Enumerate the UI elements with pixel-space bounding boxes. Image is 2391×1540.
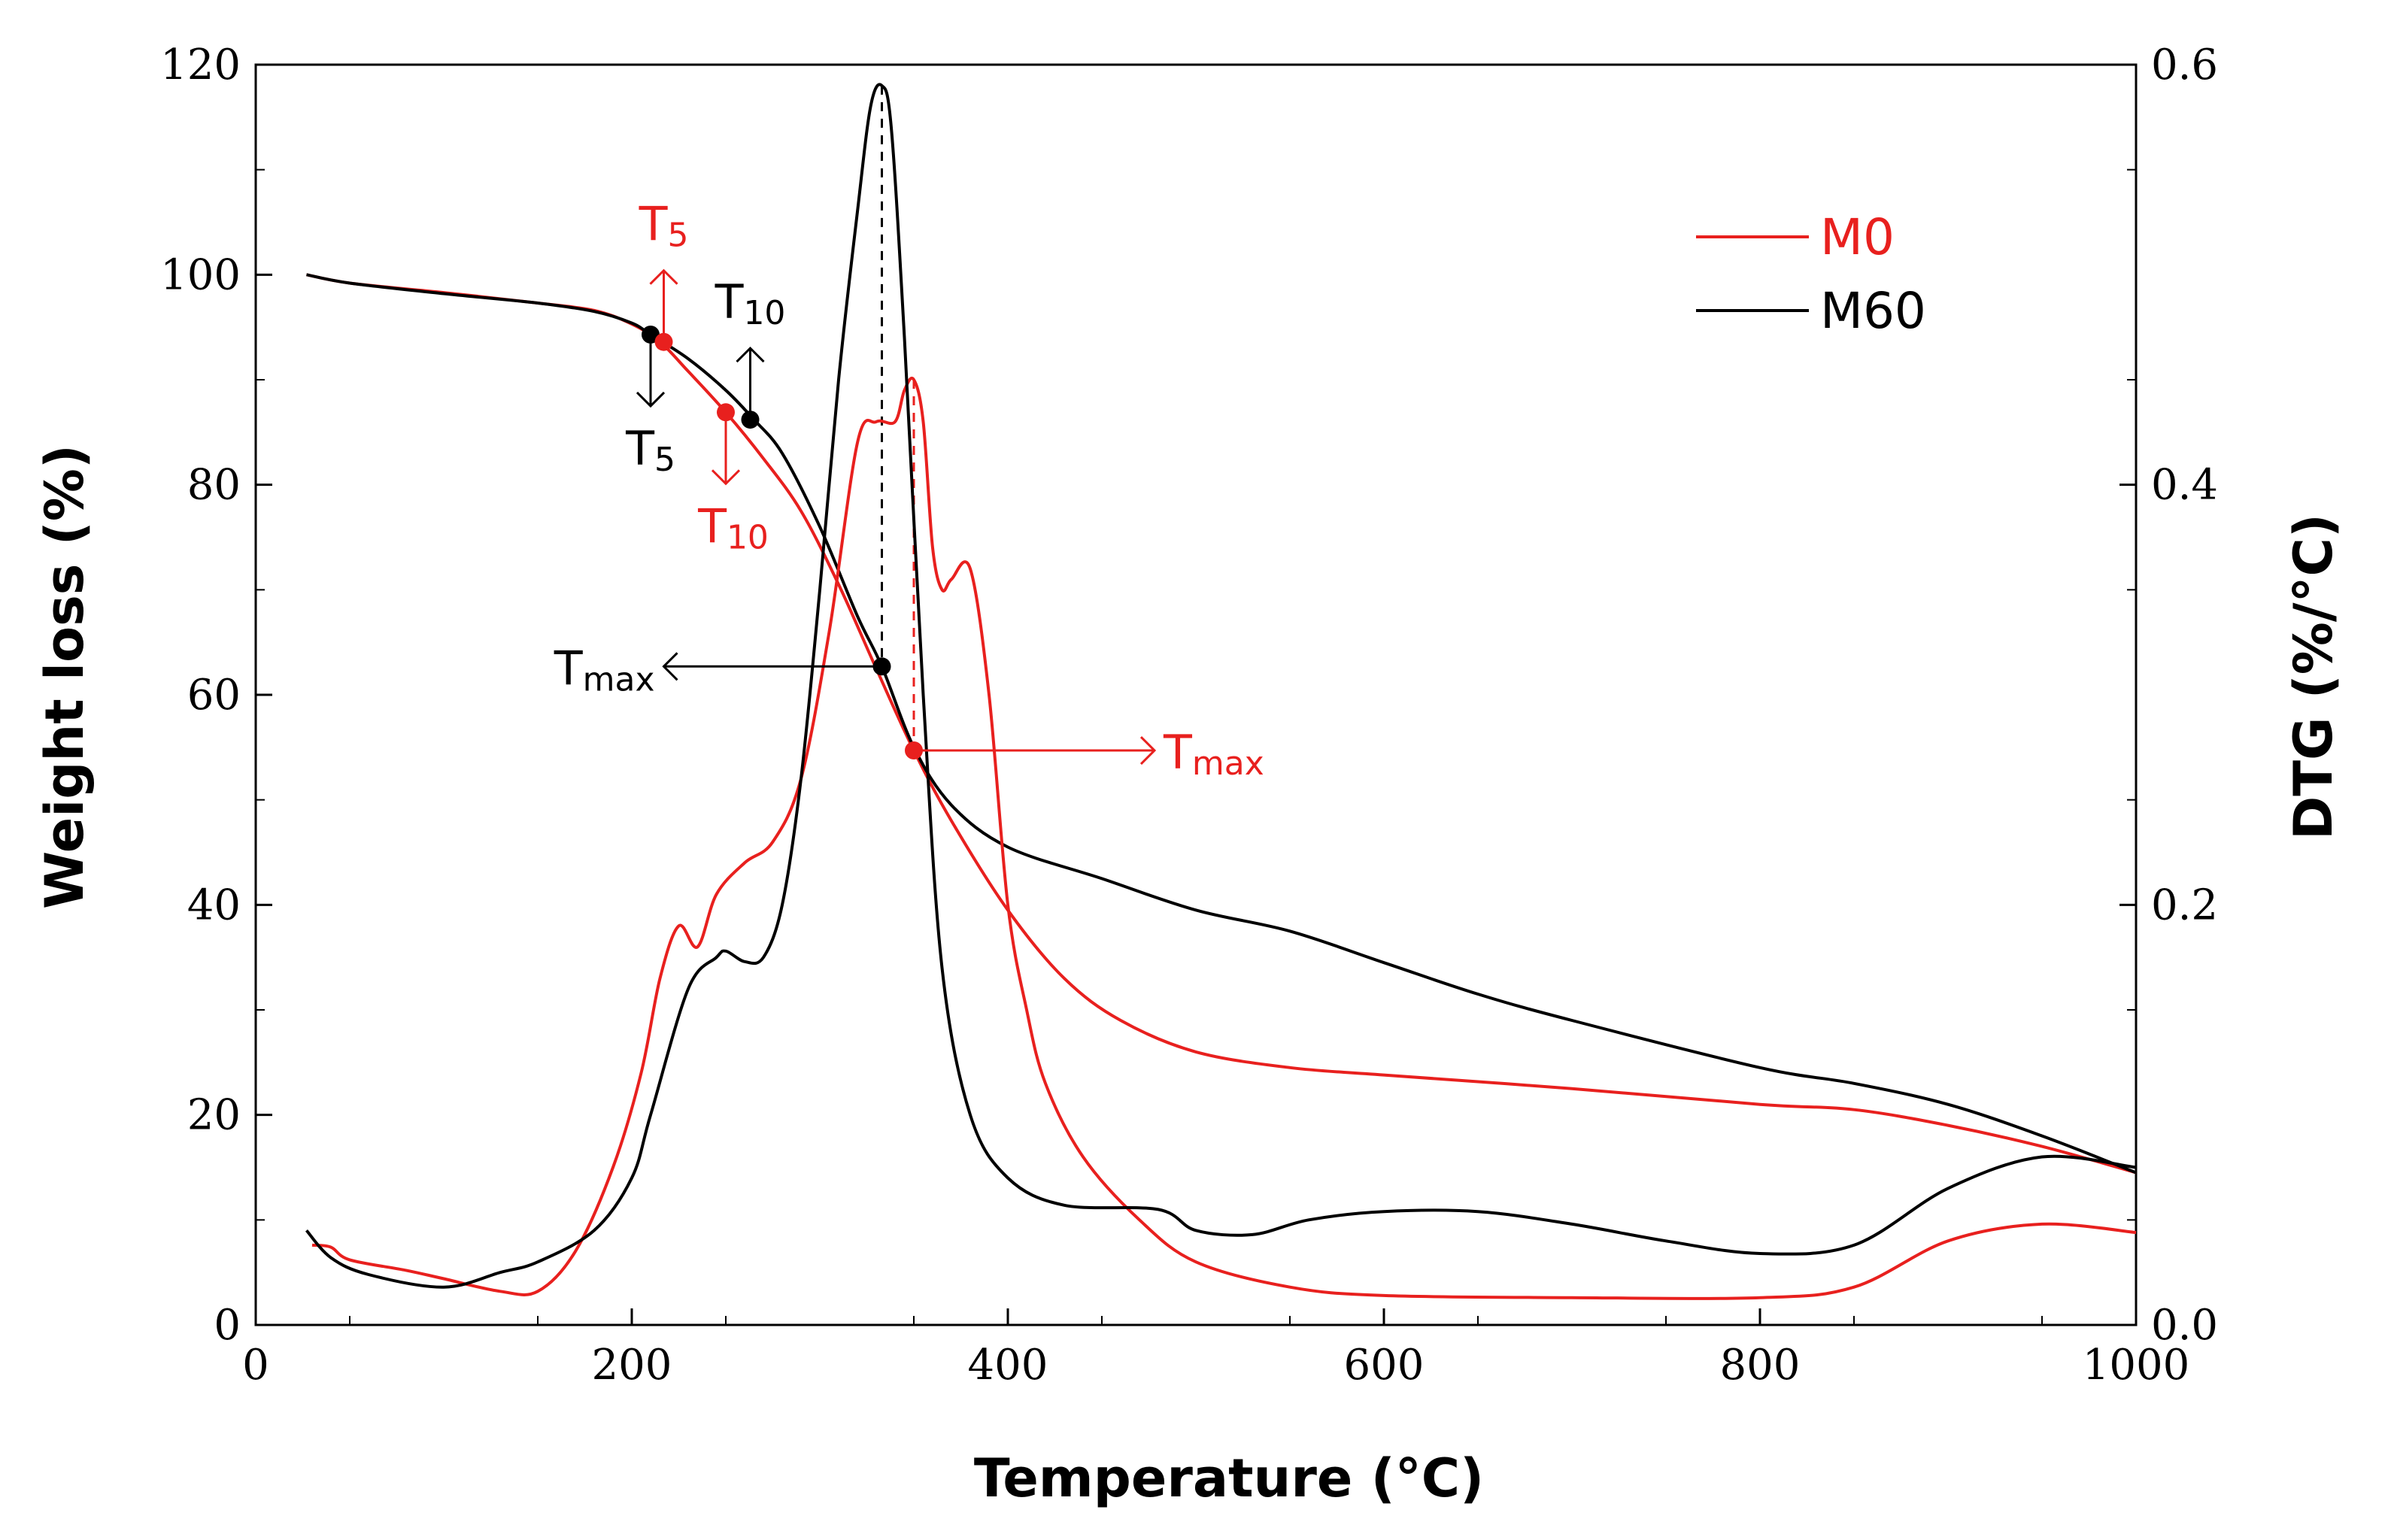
label-m60-t5-main: T (625, 421, 655, 476)
label-m60-tmax-sub: max (583, 660, 655, 699)
label-m0-t5-main: T (639, 197, 669, 252)
series-m0-dtg (311, 376, 2137, 1300)
x-tick-label: 1000 (2083, 1341, 2190, 1390)
y-right-tick-label: 0.0 (2151, 1301, 2218, 1350)
x-axis-title: Temperature (°C) (974, 1448, 1484, 1509)
label-m60-t10-sub: 10 (743, 294, 785, 332)
y-left-tick-label: 80 (187, 461, 241, 510)
label-m0-tmax-main: T (1163, 725, 1193, 780)
marker-m60-tmax (872, 657, 891, 676)
y-left-tick-label: 100 (160, 250, 241, 299)
series-m60-tg (306, 273, 2137, 1175)
y-right-tick-label: 0.4 (2151, 461, 2218, 510)
label-m60-t10: T10 (715, 274, 786, 332)
arrow-head-m60-t10 (736, 346, 765, 363)
label-m0-tmax-sub: max (1192, 744, 1264, 783)
series-m0-tg (306, 273, 2137, 1175)
x-tick-label: 800 (1720, 1341, 1801, 1390)
marker-m60-t10 (741, 411, 760, 429)
label-m60-t5-sub: 5 (654, 441, 675, 479)
marker-m0-t10 (717, 403, 735, 422)
label-m60-tmax: Tmax (554, 641, 655, 699)
arrow-head-m0-t10 (711, 469, 741, 486)
x-tick-label: 600 (1344, 1341, 1425, 1390)
marker-m0-t5 (654, 332, 673, 351)
axis-layer: 0 200 400 600 800 1000 0 20 40 60 80 100 120 0.0 0.2 0.… (160, 41, 2218, 1390)
x-tick-label: 200 (592, 1341, 672, 1390)
x-tick-label: 0 (242, 1341, 269, 1390)
x-tick-label: 400 (968, 1341, 1048, 1390)
marker-m0-tmax (905, 741, 923, 760)
y-right-tick-label: 0.6 (2151, 41, 2218, 89)
y-left-tick-label: 60 (187, 671, 241, 720)
series-m60-dtg (305, 83, 2137, 1289)
arrow-head-m60-t5 (636, 391, 666, 408)
y-left-tick-label: 120 (160, 41, 241, 89)
label-m0-t5-sub: 5 (667, 217, 688, 255)
y-right-tick-label: 0.2 (2151, 881, 2218, 929)
y-axis-right-title: DTG (%/°C) (2283, 514, 2344, 840)
label-m0-t10-sub: 10 (727, 518, 769, 556)
legend-label-m0: M0 (1820, 208, 1895, 266)
y-left-tick-label: 40 (187, 881, 241, 929)
marker-m60-t5 (642, 325, 660, 344)
label-m60-tmax-main: T (554, 641, 584, 696)
label-m0-t5: T5 (639, 197, 689, 255)
label-m0-tmax: Tmax (1163, 725, 1264, 783)
arrow-head-m60-tmax (662, 652, 678, 681)
series-layer (305, 83, 2137, 1300)
label-m0-t10-main: T (697, 499, 727, 553)
label-m0-t10: T10 (697, 499, 769, 556)
arrow-head-m0-tmax (1139, 735, 1157, 765)
y-axis-left-title: Weight loss (%) (34, 444, 96, 909)
y-left-tick-label: 20 (187, 1091, 241, 1140)
y-left-tick-label: 0 (214, 1301, 241, 1350)
legend: M0 M60 (1696, 208, 1926, 340)
label-m60-t10-main: T (715, 274, 745, 329)
arrow-head-m0-t5 (649, 268, 678, 285)
legend-label-m60: M60 (1820, 282, 1926, 340)
label-m60-t5: T5 (625, 421, 675, 479)
